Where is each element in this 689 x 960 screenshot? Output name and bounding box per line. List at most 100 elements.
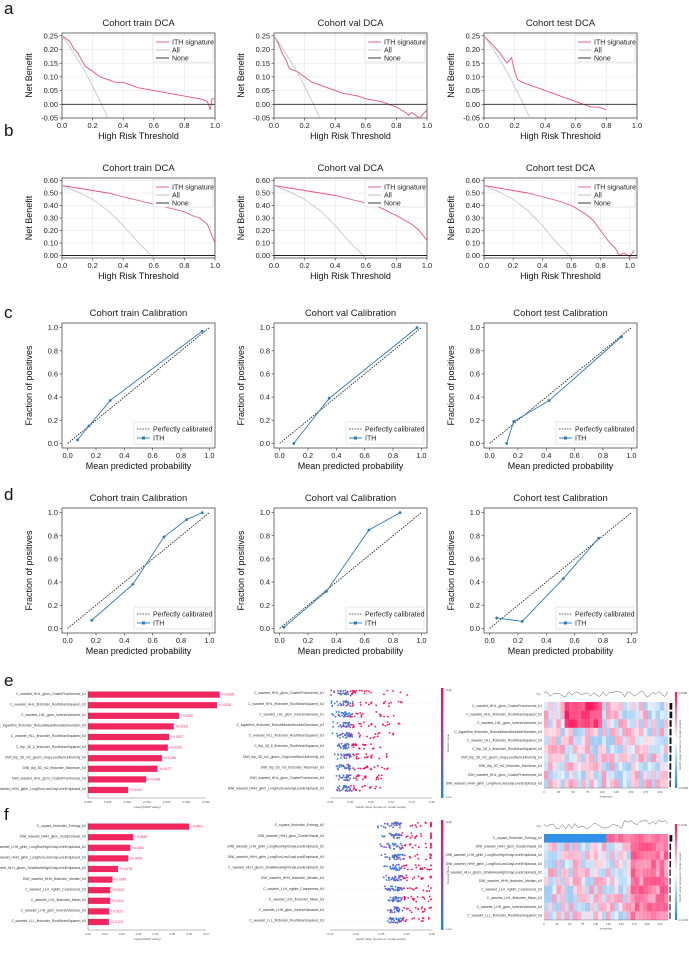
x-tick-label: 0.6 — [570, 451, 580, 460]
heat-cell — [544, 877, 549, 886]
heat-cell — [568, 894, 574, 903]
heat-cell — [560, 902, 565, 912]
legend-label: ITH signature — [594, 184, 636, 191]
bee-point — [417, 857, 420, 860]
heat-cell — [643, 851, 648, 860]
bee-point — [390, 824, 393, 827]
heat-cell — [552, 894, 557, 903]
bee-point — [338, 789, 341, 792]
bee-point — [388, 858, 391, 861]
bee-point — [352, 746, 355, 749]
heat-cell — [560, 851, 565, 860]
heat-cell — [639, 762, 644, 771]
bee-point — [389, 847, 392, 849]
bee-point — [368, 703, 370, 706]
heat-cell — [647, 762, 652, 771]
y-tick-label: 0.2 — [470, 416, 480, 425]
heat-cell — [630, 834, 636, 843]
heat-cell — [659, 877, 665, 886]
colorbar-title: Feature value — [446, 866, 450, 885]
bee-feature-label: DWI_lbp_3D_m2_firstorder_Maximum_b3 — [261, 765, 324, 769]
heat-cell — [548, 719, 553, 728]
y-axis-label: Net Benefit — [24, 53, 34, 98]
legend-marker — [564, 436, 567, 440]
heat-cell — [626, 745, 631, 754]
heat-cell — [634, 851, 640, 860]
heat-cell — [626, 710, 631, 720]
heat-cell — [634, 894, 640, 903]
y-axis-label: Fraction of positives — [236, 345, 246, 426]
heat-cell — [577, 710, 582, 720]
heat-cell — [618, 762, 623, 771]
heat-importance-bar — [669, 703, 673, 710]
heat-cell — [544, 902, 549, 912]
heat-cell — [663, 859, 669, 869]
heat-cell — [614, 727, 619, 737]
heat-cell — [593, 868, 598, 877]
bee-point — [382, 876, 385, 879]
data-point — [415, 326, 419, 330]
y-tick-label: 0.4 — [48, 578, 58, 587]
heat-feature-label: C_wavelet_LLH_ngtdm_Coarseness_b3 — [481, 888, 542, 892]
heat-cell — [593, 877, 598, 886]
heat-importance-bar — [669, 860, 671, 868]
heat-cell — [639, 779, 644, 788]
bee-point — [418, 918, 420, 920]
legend-label: None — [384, 200, 401, 207]
bee-feature-label: C_wavelet_LHH_glcm_InverseVariance_b3 — [259, 908, 324, 912]
heat-cell — [581, 779, 586, 788]
bee-point — [337, 690, 339, 692]
bee-point — [345, 726, 348, 729]
heat-cell — [581, 877, 586, 886]
bee-point — [398, 854, 401, 857]
heat-cell — [572, 851, 578, 860]
y-tick-label: 0.4 — [470, 393, 480, 402]
bee-point — [386, 856, 388, 859]
bee-point — [399, 691, 402, 694]
heat-cell — [564, 727, 569, 737]
bee-point — [374, 725, 377, 728]
heat-cell — [618, 719, 623, 728]
legend-label: ITH signature — [384, 39, 426, 46]
heat-cell — [581, 868, 586, 877]
x-tick-label: 0.4 — [118, 261, 128, 270]
bar-feature-label: DWI_wavelet_HHH_glrlm_LongRunLowGrayLeve… — [0, 856, 86, 860]
bee-point — [387, 909, 389, 912]
heat-cell — [626, 902, 631, 912]
heat-cell — [659, 736, 665, 745]
panel-label-d: d — [4, 485, 13, 504]
heat-cell — [626, 779, 631, 788]
heat-cell — [647, 859, 652, 869]
heat-x-tick: 150 — [628, 790, 633, 794]
colorbar-high-label: High — [446, 820, 453, 824]
heat-cell — [630, 727, 636, 737]
series-line-ith-signature — [483, 185, 635, 258]
heat-cell — [634, 902, 640, 912]
heat-cell — [572, 745, 578, 754]
heat-cell — [655, 877, 660, 886]
heat-cell — [560, 885, 565, 895]
chart-d1: 0.0 0.2 0.4 0.6 0.8 1.00.00.20.40.60.81.0Coho… — [24, 493, 216, 656]
plot-frame — [273, 507, 428, 634]
bee-point — [352, 724, 355, 726]
data-point — [520, 620, 524, 623]
heat-cell — [626, 868, 631, 877]
bee-point — [346, 779, 349, 782]
bee-point — [393, 898, 396, 901]
bee-point — [399, 867, 402, 870]
chart-title: Cohort train DCA — [102, 163, 175, 174]
chart-title: Cohort val Calibration — [305, 493, 396, 504]
data-point — [162, 535, 166, 539]
bar — [88, 908, 110, 915]
bar — [88, 834, 134, 841]
legend-label: ITH — [365, 620, 376, 627]
bee-point — [365, 690, 368, 692]
heat-colorbar-max: 0.1234 — [678, 823, 688, 827]
bee-point — [394, 921, 397, 924]
bee-point — [430, 906, 432, 909]
data-point — [87, 424, 91, 428]
legend-label: Perfectly calibrated — [153, 611, 213, 618]
bee-point — [420, 907, 423, 910]
bee-point — [357, 757, 360, 760]
bee-point — [332, 725, 334, 728]
